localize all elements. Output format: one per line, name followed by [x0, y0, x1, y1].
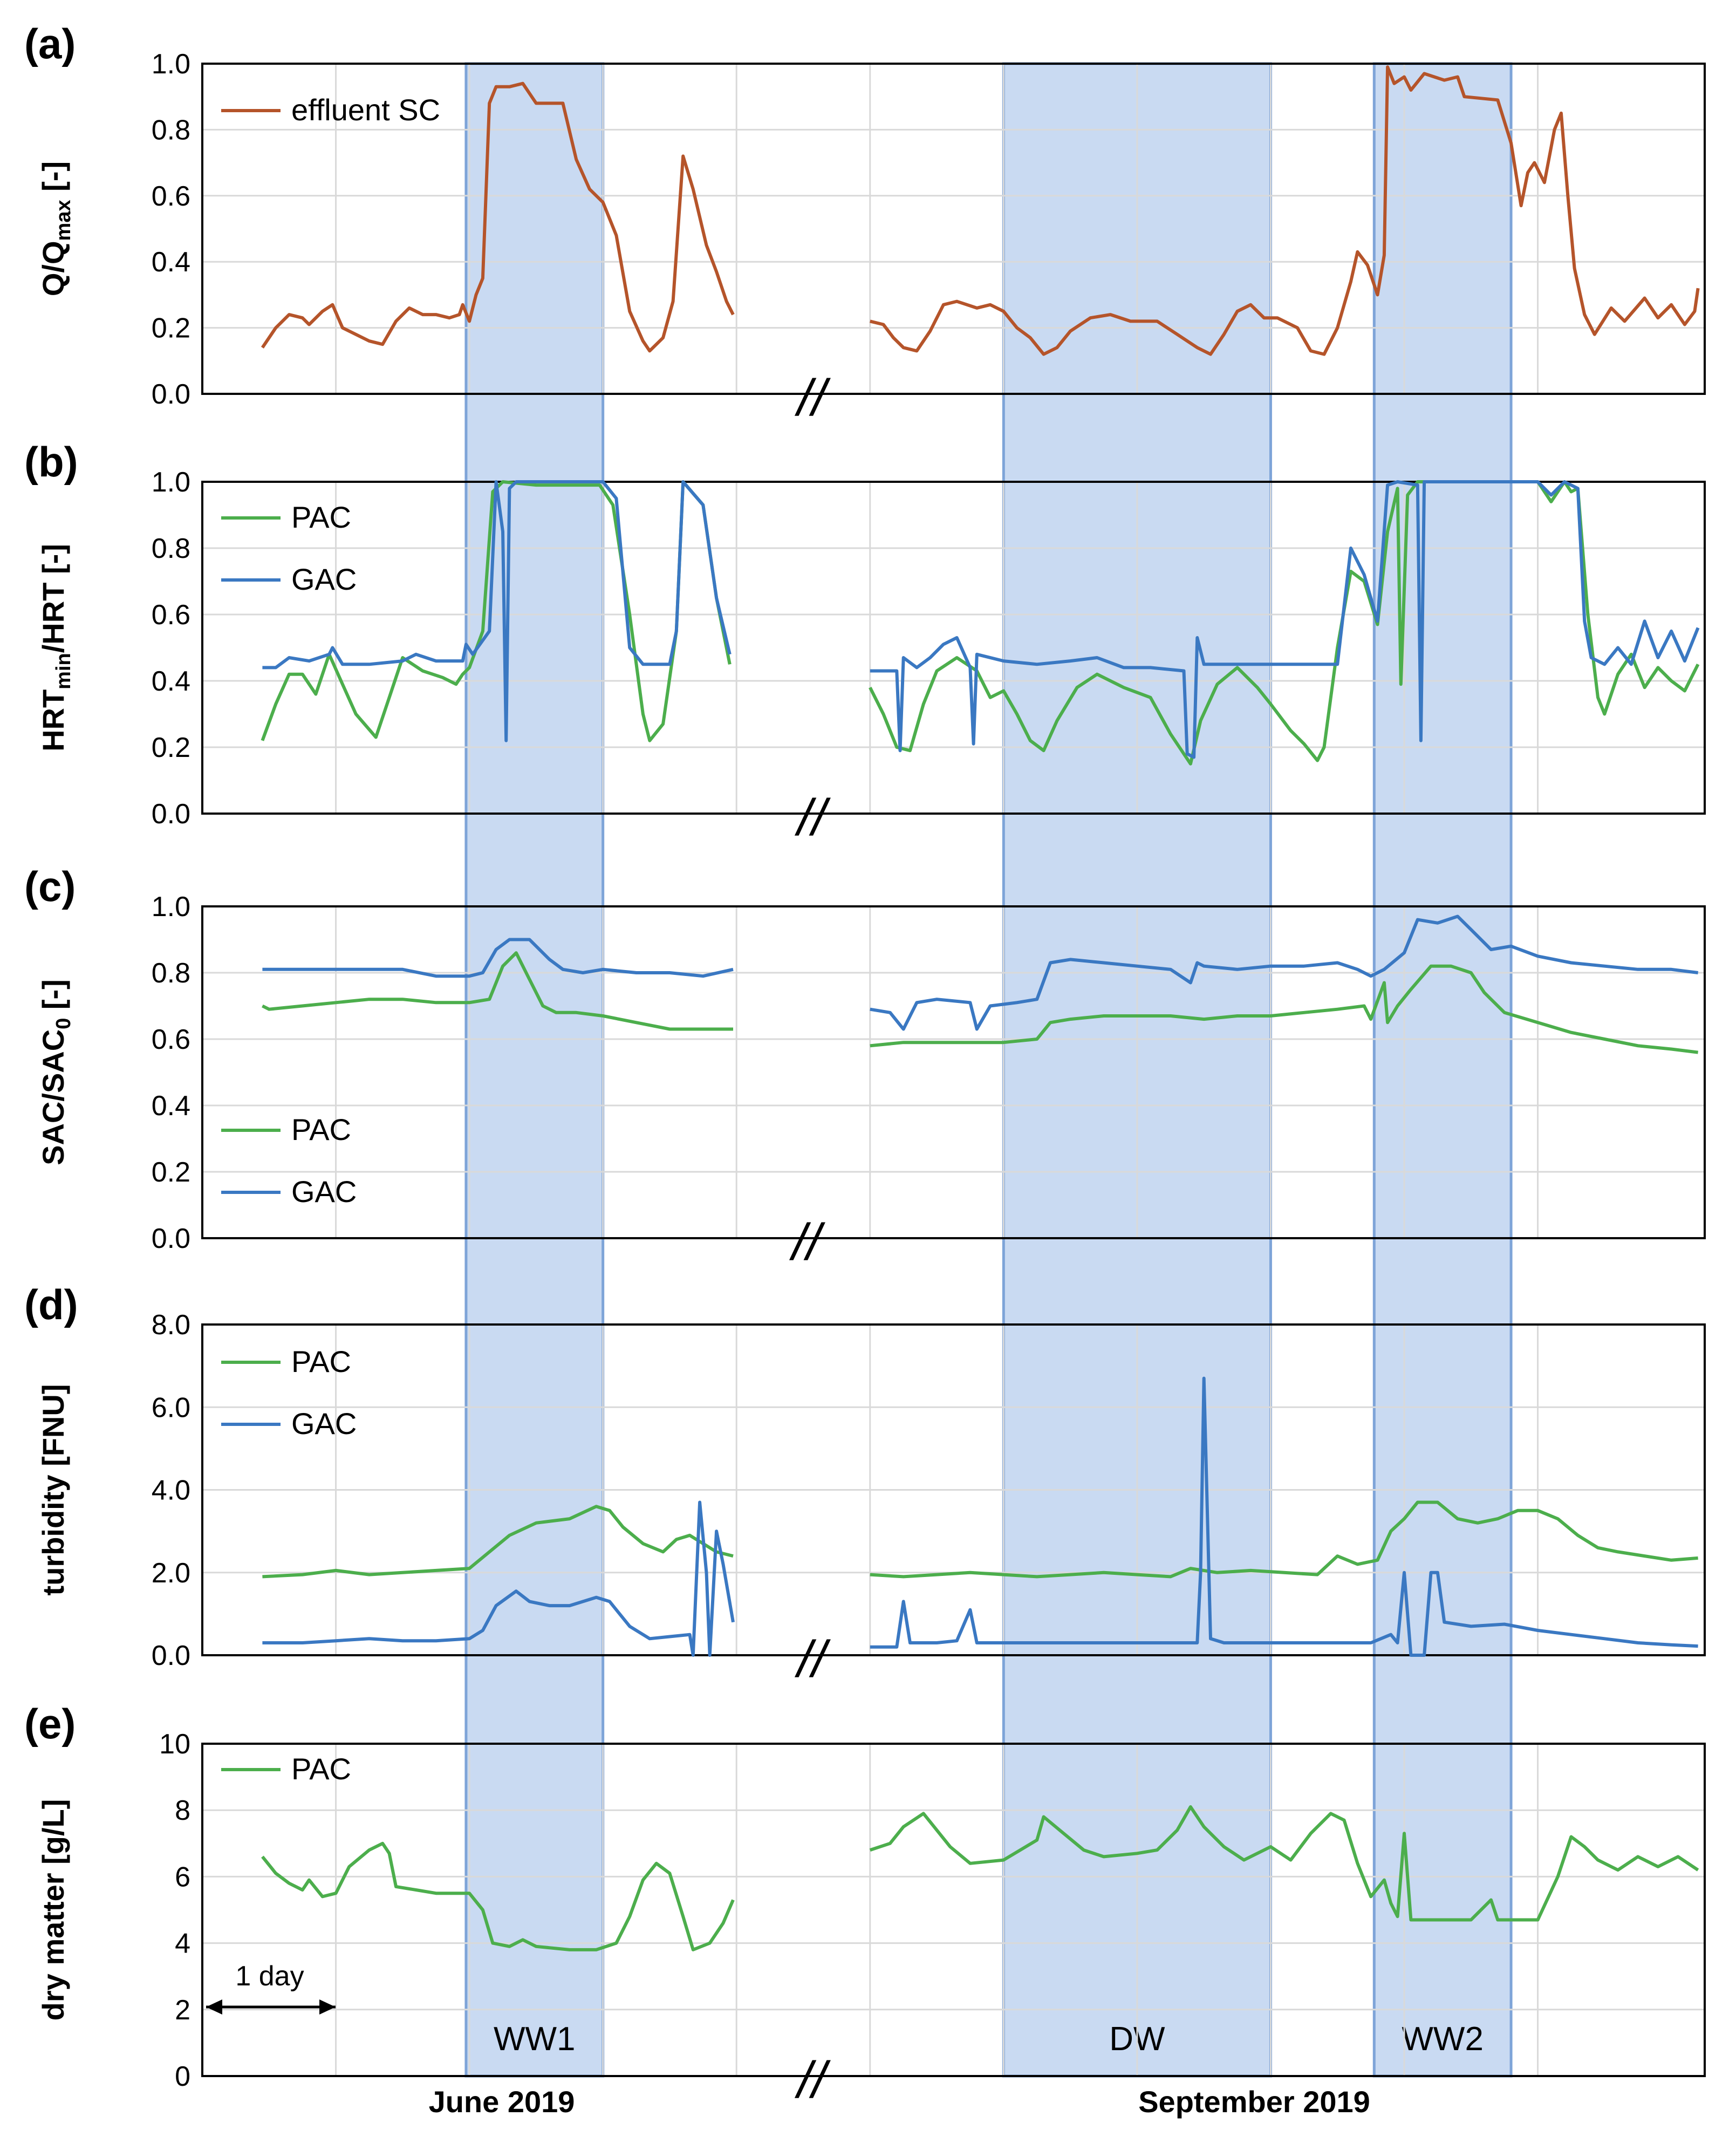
y-tick-label: 0: [175, 2061, 190, 2092]
plot-frame: [201, 1743, 1706, 2077]
y-tick-label: 6: [175, 1861, 190, 1893]
y-tick-label: 0.0: [152, 379, 190, 410]
y-tick-label: 0.6: [152, 181, 190, 212]
y-tick-label: 0.8: [152, 114, 190, 146]
y-tick-label: 0.2: [152, 313, 190, 344]
plot-frame: [201, 481, 1706, 815]
series-line-pac: [870, 1500, 1698, 1579]
series-line-gac: [262, 938, 734, 978]
y-tick-label: 4.0: [152, 1475, 190, 1506]
y-tick-label: 1.0: [152, 467, 190, 498]
series-line-effluent-sc: [261, 81, 735, 353]
legend-entry: PAC: [291, 1752, 351, 1786]
legend-entry: GAC: [291, 562, 357, 596]
x-group-label-june: June 2019: [429, 2085, 575, 2119]
plot-frame: [201, 63, 1706, 395]
panel-0: 0.0 0.2 0.4 0.6 0.8 1.0 (a) Q/Qmax [-] effluent …: [24, 20, 1706, 427]
panel-3: 0.0 2.0 4.0 6.0 8.0 (d) turbidity [FNU] PAC GAC /…: [24, 1281, 1706, 1688]
series-line-pac: [262, 1505, 734, 1579]
y-tick-label: 0.6: [152, 1024, 190, 1055]
panel-label: (c): [24, 863, 76, 910]
series-line-gac: [262, 1500, 735, 1657]
panel-label: (e): [24, 1700, 76, 1747]
axis-break-marker: //: [794, 1630, 831, 1688]
legend-entry: PAC: [291, 500, 351, 534]
period-label-ww2: WW2: [1402, 2020, 1484, 2058]
y-tick-label: 8: [175, 1795, 190, 1826]
series-line-pac: [869, 480, 1700, 766]
figure-annotations: June 2019 September 2019 1 day: [206, 1961, 1370, 2119]
y-tick-label: 4: [175, 1928, 190, 1960]
axis-break-marker: //: [794, 369, 831, 427]
y-tick-label: 8.0: [152, 1309, 190, 1341]
series-line-effluent-sc: [870, 65, 1700, 356]
series-line-pac: [261, 1841, 735, 1951]
panel-4: 0 2 4 6 8 10 (e) dry matter [g/L] PAC //: [24, 1700, 1706, 2109]
series-line-pac: [870, 964, 1698, 1054]
y-tick-label: 6.0: [152, 1392, 190, 1423]
panel-label: (d): [24, 1281, 78, 1328]
series-line-gac: [870, 1376, 1698, 1657]
plot-frame: [201, 905, 1706, 1239]
y-tick-label: 1.0: [152, 49, 190, 80]
legend-entry: effluent SC: [291, 93, 440, 127]
axis-break-marker: //: [794, 789, 831, 846]
y-tick-label: 0.4: [152, 247, 190, 278]
legend-entry: PAC: [291, 1112, 351, 1146]
y-tick-label: 1.0: [152, 891, 190, 923]
series-line-pac: [869, 1805, 1699, 1922]
panel-1: 0.0 0.2 0.4 0.6 0.8 1.0 (b) HRTmin/HRT [-] PAC GA…: [24, 438, 1706, 846]
x-group-label-september: September 2019: [1138, 2085, 1370, 2119]
y-tick-label: 0.4: [152, 666, 190, 697]
series-line-pac: [262, 951, 733, 1031]
legend-entry: GAC: [291, 1175, 357, 1209]
series-line-gac: [870, 914, 1698, 1031]
scale-bar-label: 1 day: [235, 1961, 304, 1992]
plot-frame: [201, 1323, 1706, 1656]
period-band-ww1: [464, 62, 605, 2078]
y-tick-label: 2.0: [152, 1558, 190, 1589]
panel-label: (b): [24, 438, 78, 486]
panel-2: 0.0 0.2 0.4 0.6 0.8 1.0 (c) SAC/SAC0 [-] PAC GAC /…: [24, 863, 1706, 1271]
y-axis-label: dry matter [g/L]: [36, 1799, 70, 2021]
y-tick-label: 0.2: [152, 732, 190, 763]
y-tick-label: 0.2: [152, 1157, 190, 1188]
period-label-ww1: WW1: [494, 2020, 576, 2058]
period-band-ww2: [1372, 62, 1513, 2078]
y-tick-label: 0.8: [152, 958, 190, 989]
series-line-gac: [262, 480, 732, 742]
y-tick-label: 0.4: [152, 1090, 190, 1122]
legend-entry: GAC: [291, 1407, 357, 1441]
y-tick-label: 0.8: [152, 533, 190, 564]
y-tick-label: 0.6: [152, 599, 190, 631]
y-tick-label: 0.0: [152, 1640, 190, 1671]
y-tick-label: 10: [159, 1729, 190, 1760]
y-tick-label: 0.0: [152, 798, 190, 830]
scale-bar: 1 day: [206, 1961, 336, 2015]
panel-label: (a): [24, 20, 76, 67]
chart-panels: 0.0 0.2 0.4 0.6 0.8 1.0 (a) Q/Qmax [-] effluent …: [24, 20, 1706, 2109]
period-bands: WW1 DW WW2: [464, 62, 1513, 2078]
y-axis-label: SAC/SAC0 [-]: [36, 979, 75, 1165]
y-axis-label: HRTmin/HRT [-]: [36, 544, 75, 752]
axis-break-marker: //: [794, 2051, 831, 2109]
y-tick-label: 2: [175, 1995, 190, 2026]
legend-entry: PAC: [291, 1344, 351, 1378]
y-tick-label: 0.0: [152, 1223, 190, 1254]
y-axis-label: turbidity [FNU]: [36, 1384, 70, 1596]
axis-break-marker: //: [789, 1213, 825, 1271]
series-line-gac: [870, 480, 1700, 759]
y-axis-label: Q/Qmax [-]: [36, 161, 75, 296]
